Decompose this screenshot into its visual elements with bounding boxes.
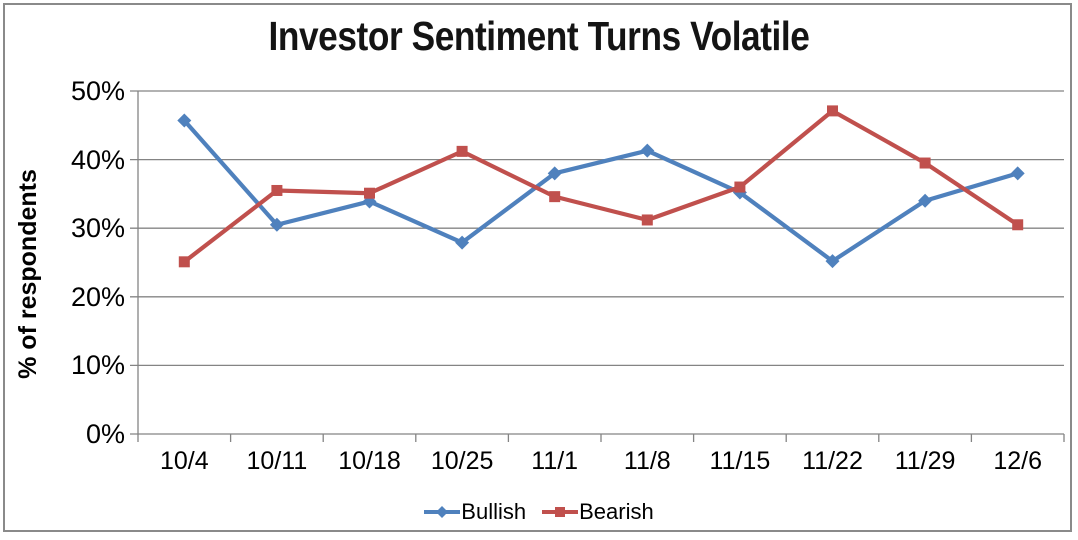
legend-square-swatch-icon — [542, 507, 579, 517]
y-tick-label: 20% — [70, 281, 125, 312]
y-tick-label: 50% — [70, 76, 125, 106]
y-tick-label: 10% — [70, 350, 125, 381]
chart-frame — [3, 3, 1072, 532]
data-point-bullish-11/22 — [825, 254, 840, 269]
data-point-bearish-11/15 — [734, 181, 746, 193]
data-point-bullish-11/29 — [918, 193, 933, 208]
legend-item-bullish: Bullish — [424, 499, 526, 525]
legend: Bullish Bearish — [0, 497, 1078, 527]
x-tick-label: 11/22 — [802, 447, 863, 475]
data-point-bearish-12/6 — [1012, 219, 1024, 231]
y-tick-label: 40% — [70, 144, 125, 175]
x-tick-label: 12/6 — [993, 447, 1043, 475]
data-point-bullish-11/1 — [547, 166, 562, 181]
data-point-bullish-10/11 — [269, 217, 284, 232]
data-point-bearish-11/29 — [919, 157, 931, 169]
data-point-bullish-10/4 — [177, 113, 192, 128]
legend-label: Bullish — [461, 499, 527, 524]
legend-item-bearish: Bearish — [542, 499, 654, 525]
x-tick-label: 11/8 — [623, 447, 671, 475]
data-point-bearish-10/18 — [364, 187, 375, 199]
y-tick-label: 30% — [70, 213, 125, 244]
series-line-bearish — [182, 108, 1020, 264]
x-tick-label: 11/29 — [894, 447, 956, 475]
data-point-bullish-11/8 — [640, 143, 655, 158]
data-point-bullish-12/6 — [1010, 166, 1025, 181]
legend-diamond-swatch-icon — [424, 506, 461, 518]
x-tick-label: 10/11 — [246, 447, 308, 475]
data-point-bearish-11/8 — [641, 214, 653, 226]
y-tick-label: 0% — [85, 419, 125, 449]
data-point-bearish-11/1 — [549, 191, 561, 203]
data-point-bearish-11/22 — [827, 105, 838, 117]
data-point-bearish-10/11 — [271, 184, 283, 196]
series-line-bullish — [182, 118, 1020, 264]
chart-title: Investor Sentiment Turns Volatile — [268, 13, 810, 59]
data-point-bearish-10/4 — [178, 256, 190, 268]
data-point-bullish-10/25 — [455, 235, 470, 250]
x-tick-label: 11/1 — [531, 447, 579, 475]
legend-label: Bearish — [579, 499, 654, 524]
x-tick-label: 10/4 — [159, 447, 209, 475]
data-point-bearish-10/25 — [456, 145, 468, 157]
x-tick-label: 10/25 — [430, 447, 494, 475]
x-tick-label: 10/18 — [338, 447, 401, 475]
x-tick-label: 11/15 — [709, 447, 771, 475]
